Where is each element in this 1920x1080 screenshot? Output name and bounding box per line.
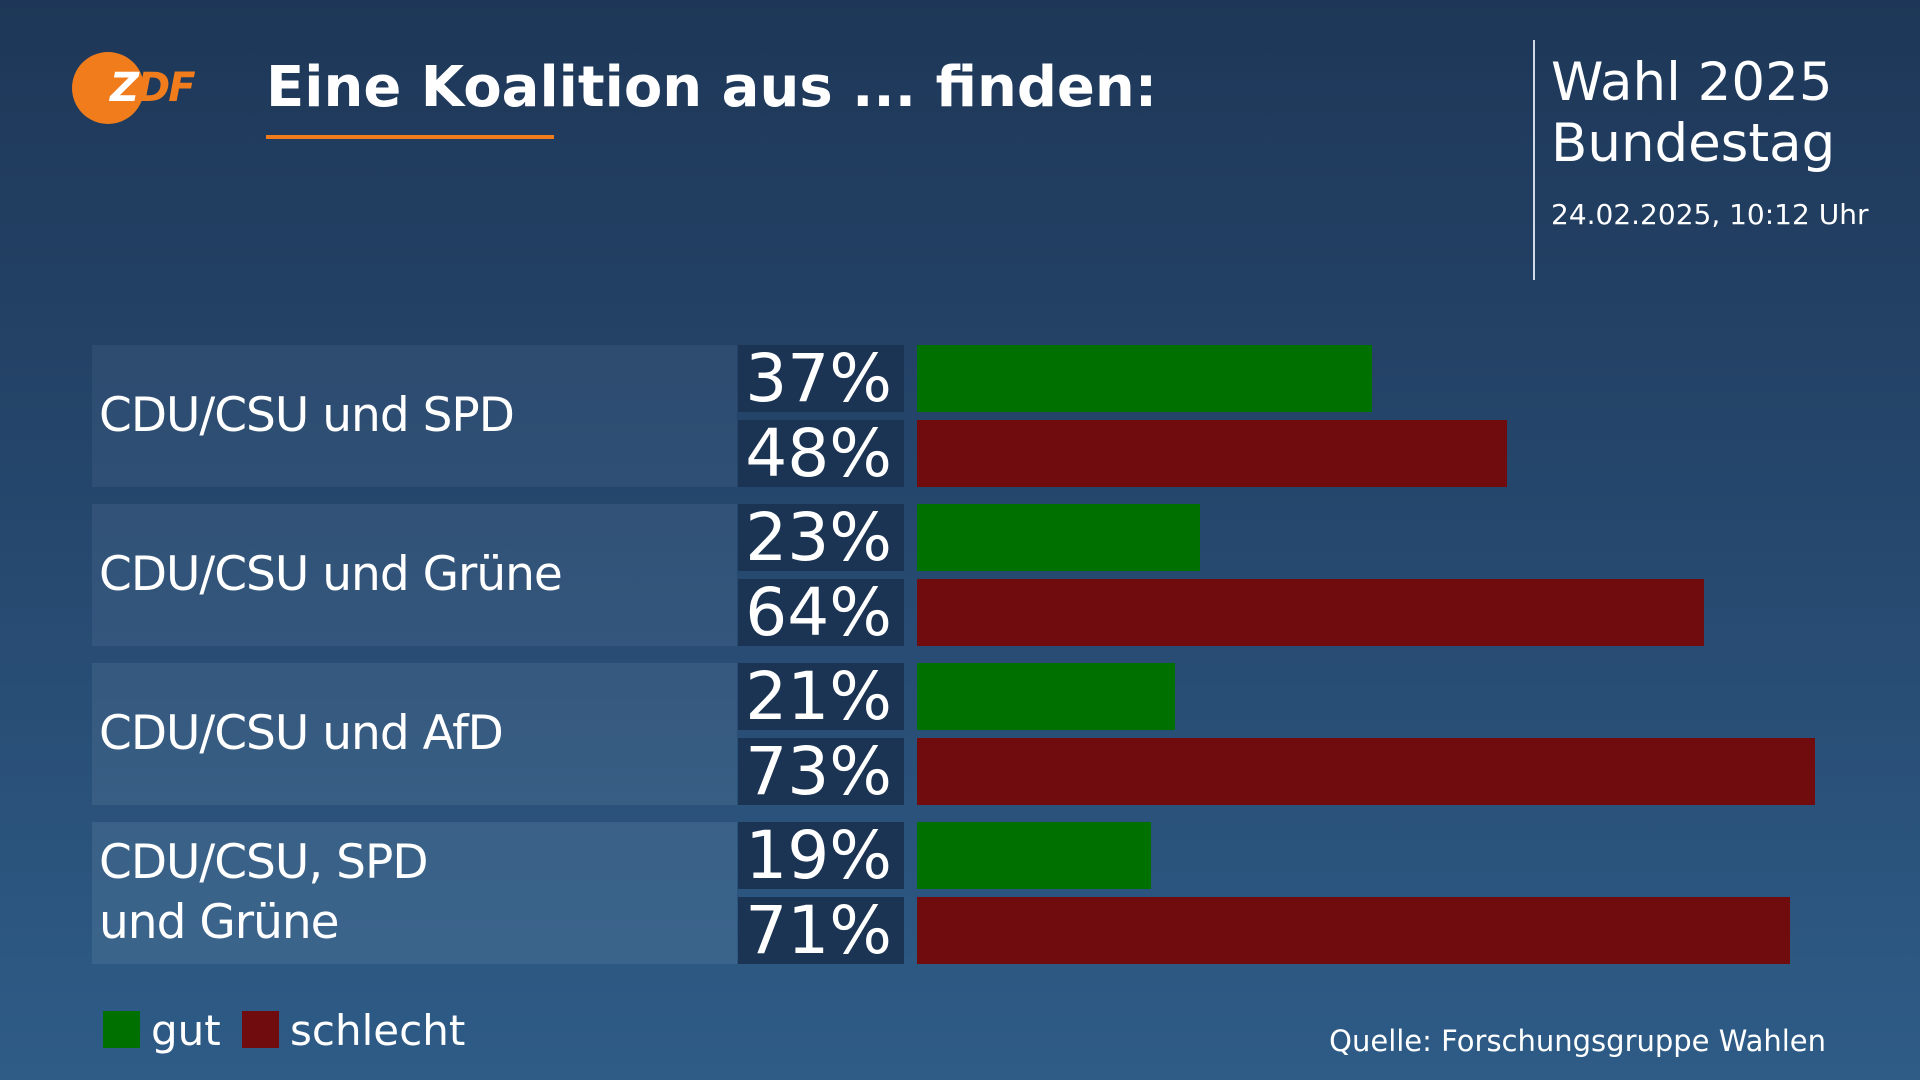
bar: [917, 504, 1200, 571]
bar: [917, 663, 1176, 730]
title-underline: [266, 135, 554, 139]
category-label: CDU/CSU, SPD und Grüne: [99, 835, 429, 950]
value-label-box: 71%: [738, 897, 904, 964]
value-label-box: 64%: [738, 579, 904, 646]
value-label: 48%: [745, 415, 892, 492]
chart-title: Eine Koalition aus ... finden:: [266, 55, 1158, 120]
category-box: CDU/CSU, SPD und Grüne: [92, 822, 737, 964]
value-label: 23%: [745, 499, 892, 576]
category-box: CDU/CSU und Grüne: [92, 504, 737, 646]
logo-circle: [72, 52, 144, 124]
legend-label: schlecht: [290, 1006, 466, 1055]
value-label: 71%: [745, 892, 892, 969]
bar: [917, 345, 1373, 412]
value-label-box: 21%: [738, 663, 904, 730]
value-label-box: 73%: [738, 738, 904, 805]
bar: [917, 738, 1815, 805]
logo: ZDF: [110, 65, 196, 111]
bar: [917, 579, 1705, 646]
divider: [1533, 40, 1535, 280]
category-label: CDU/CSU und AfD: [99, 706, 504, 761]
category-label: CDU/CSU und Grüne: [99, 547, 563, 602]
category-box: CDU/CSU und AfD: [92, 663, 737, 805]
bar: [917, 897, 1791, 964]
value-label: 21%: [745, 658, 892, 735]
header: Bundestag: [1551, 113, 1836, 174]
timestamp: 24.02.2025, 10:12 Uhr: [1551, 198, 1869, 231]
bar: [917, 822, 1151, 889]
category-box: CDU/CSU und SPD: [92, 345, 737, 487]
legend-swatch: [242, 1011, 279, 1048]
bar: [917, 420, 1508, 487]
value-label: 73%: [745, 733, 892, 810]
value-label: 19%: [745, 817, 892, 894]
value-label: 64%: [745, 574, 892, 651]
value-label-box: 48%: [738, 420, 904, 487]
category-label: CDU/CSU und SPD: [99, 388, 515, 443]
header: Wahl 2025: [1551, 52, 1833, 113]
value-label-box: 19%: [738, 822, 904, 889]
value-label: 37%: [745, 340, 892, 417]
value-label-box: 23%: [738, 504, 904, 571]
value-label-box: 37%: [738, 345, 904, 412]
legend-label: gut: [151, 1006, 221, 1055]
legend-swatch: [103, 1011, 140, 1048]
source: Quelle: Forschungsgruppe Wahlen: [1329, 1024, 1826, 1058]
